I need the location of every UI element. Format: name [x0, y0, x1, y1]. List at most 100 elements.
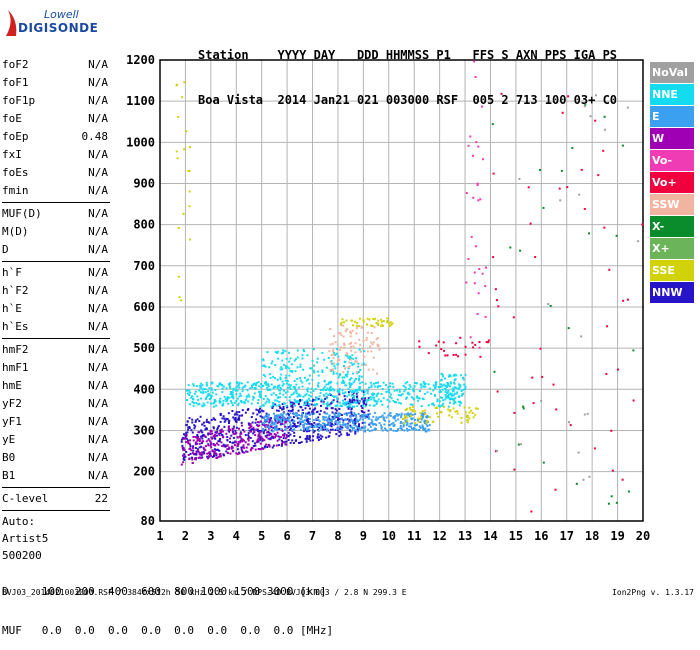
echo-point-nnw: [315, 411, 318, 414]
echo-point-w: [249, 430, 252, 433]
echo-point-nnw: [228, 430, 231, 433]
echo-point-e: [355, 416, 358, 419]
echo-point-nnw: [216, 426, 219, 429]
echo-point-sse: [375, 322, 378, 324]
autoscale-line: Auto:: [2, 515, 36, 528]
echo-point-nnw: [222, 443, 225, 446]
echo-point-nne: [409, 403, 412, 406]
echo-point-vo: [467, 144, 470, 147]
echo-point-vo: [481, 272, 484, 275]
echo-point-nne: [426, 391, 429, 394]
echo-point-sse: [406, 416, 409, 419]
param-row-fmin: fmin N/A: [2, 182, 110, 200]
echo-point-vo: [476, 184, 479, 186]
echo-point-sse: [414, 422, 417, 425]
echo-point-w: [220, 428, 223, 431]
echo-point-nne: [368, 404, 371, 407]
echo-point-nnw: [322, 400, 325, 403]
echo-point-vo: [474, 343, 477, 346]
echo-point-w: [213, 450, 216, 453]
echo-point-vo: [539, 347, 542, 350]
echo-point-nne: [399, 402, 402, 405]
echo-point-nne: [334, 354, 337, 356]
echo-point-nne: [389, 393, 392, 396]
echo-point-nne: [330, 359, 333, 362]
echo-point-nne: [451, 398, 454, 401]
echo-point-sse: [386, 319, 389, 322]
echo-point-nnw: [270, 417, 272, 420]
echo-point-nne: [257, 381, 260, 384]
echo-point-ssw: [365, 336, 368, 339]
echo-point-nne: [291, 369, 294, 372]
parameter-panel: foF2 N/A foF1 N/A foF1p N/A foE N/A foEp 0.48 fxI N…: [2, 56, 110, 564]
echo-point-sse: [414, 410, 417, 413]
echo-point-nnw: [331, 428, 334, 431]
param-value: N/A: [88, 166, 108, 179]
x-tick-label: 14: [483, 529, 497, 543]
echo-point-nne: [385, 384, 387, 387]
echo-point-e: [310, 425, 313, 428]
echo-point-nne: [268, 366, 271, 369]
param-row-hf2: h`F2 N/A: [2, 282, 110, 300]
echo-point-nne: [314, 404, 317, 407]
echo-point-nnw: [216, 448, 219, 451]
echo-point-nnw: [329, 421, 332, 424]
echo-point-nne: [353, 405, 356, 408]
echo-point-nne: [274, 399, 277, 402]
echo-point-nnw: [261, 439, 264, 442]
echo-point-w: [197, 457, 200, 459]
echo-point-nne: [357, 371, 360, 373]
echo-point-nnw: [346, 434, 349, 437]
echo-point-nnw: [255, 408, 258, 411]
echo-point-e: [264, 418, 266, 421]
echo-point-e: [306, 426, 309, 429]
echo-point-e: [265, 418, 268, 421]
echo-point-w: [198, 438, 201, 440]
param-name: foF1p: [2, 94, 36, 107]
echo-point-sse: [355, 324, 358, 327]
echo-point-sse: [466, 421, 469, 424]
echo-point-nne: [434, 386, 436, 389]
echo-point-nne: [192, 398, 195, 400]
param-name: B0: [2, 451, 16, 464]
echo-point-nne: [453, 386, 456, 389]
echo-point-nne: [286, 390, 289, 393]
echo-point-nnw: [226, 418, 229, 421]
echo-point-e: [307, 428, 310, 431]
echo-point-nnw: [316, 435, 319, 438]
echo-point-sse: [362, 319, 365, 322]
echo-point-nne: [442, 388, 445, 391]
echo-point-nne: [268, 373, 271, 376]
echo-point-e: [326, 428, 329, 431]
echo-point-sse: [464, 411, 467, 414]
echo-point-nnw: [350, 413, 353, 416]
echo-point-nnw: [313, 408, 316, 411]
echo-point-nne: [405, 396, 408, 399]
echo-point-nnw: [293, 402, 296, 405]
echo-point-nne: [312, 390, 315, 392]
echo-point-noval: [559, 199, 562, 202]
echo-point-nne: [232, 397, 235, 400]
echo-point-nnw: [251, 421, 254, 424]
echo-point-ssw: [333, 362, 336, 365]
echo-point-nnw: [196, 434, 199, 436]
echo-point-nne: [345, 401, 348, 404]
echo-point-nne: [449, 393, 452, 396]
y-tick-label: 200: [133, 465, 155, 479]
echo-point-w: [182, 448, 185, 451]
echo-point-e: [389, 412, 392, 414]
echo-point-ssw: [372, 368, 375, 371]
echo-point-vo: [472, 154, 474, 157]
echo-point-nnw: [320, 404, 322, 407]
echo-point-w: [214, 435, 217, 438]
echo-point-sse: [428, 416, 431, 419]
echo-point-sse: [177, 275, 180, 278]
echo-point-nne: [192, 383, 195, 386]
echo-point-nnw: [216, 434, 219, 437]
echo-point-nnw: [237, 416, 240, 419]
echo-point-nne: [363, 350, 366, 353]
echo-point-nnw: [247, 422, 250, 425]
echo-point-w: [210, 430, 213, 433]
echo-point-nne: [240, 394, 243, 397]
echo-point-nnw: [354, 418, 357, 420]
